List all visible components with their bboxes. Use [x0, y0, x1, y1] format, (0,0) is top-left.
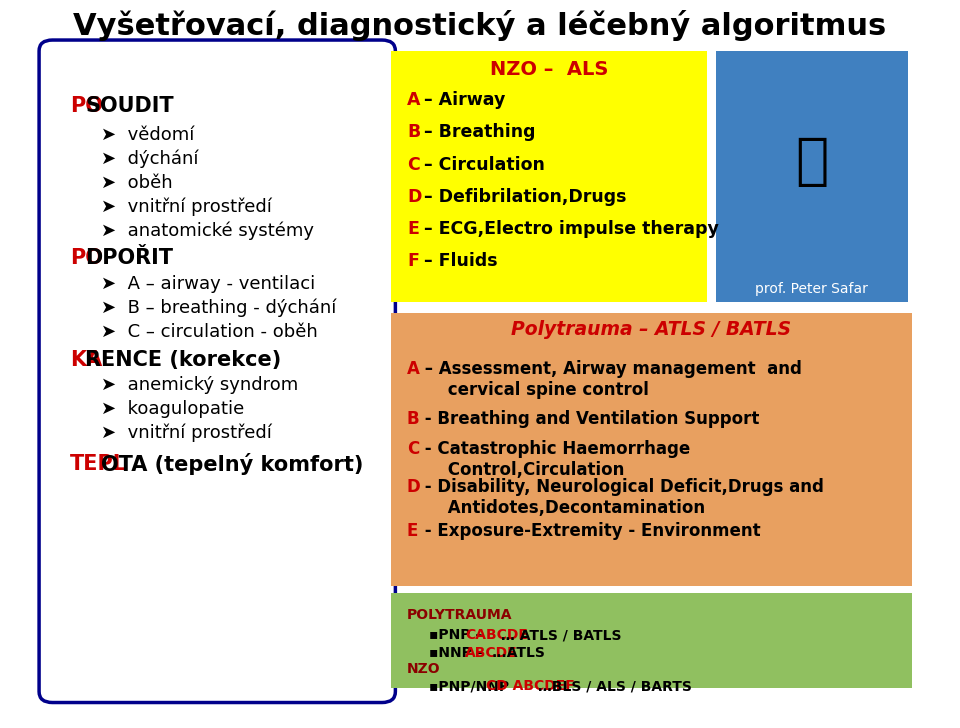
- Text: ➤  oběh: ➤ oběh: [102, 174, 173, 191]
- Text: – Assessment, Airway management  and
     cervical spine control: – Assessment, Airway management and cerv…: [419, 360, 802, 399]
- Text: CABCDE: CABCDE: [466, 628, 528, 642]
- Text: ➤  B – breathing - dýchání: ➤ B – breathing - dýchání: [102, 298, 337, 317]
- Text: RENCE (korekce): RENCE (korekce): [85, 349, 281, 370]
- Text: NZO –  ALS: NZO – ALS: [490, 60, 609, 79]
- Text: ➤  C – circulation - oběh: ➤ C – circulation - oběh: [102, 323, 318, 341]
- Text: ➤  A – airway - ventilaci: ➤ A – airway - ventilaci: [102, 275, 316, 293]
- FancyBboxPatch shape: [39, 40, 396, 703]
- Text: C: C: [407, 156, 420, 173]
- FancyBboxPatch shape: [716, 51, 907, 302]
- Text: – Defibrilation,Drugs: – Defibrilation,Drugs: [418, 188, 626, 205]
- Text: E: E: [407, 522, 419, 540]
- Text: prof. Peter Safar: prof. Peter Safar: [756, 282, 868, 296]
- Text: ➤  dýchání: ➤ dýchání: [102, 149, 199, 168]
- Text: - Breathing and Ventilation Support: - Breathing and Ventilation Support: [419, 410, 759, 428]
- Text: C: C: [407, 440, 420, 459]
- FancyBboxPatch shape: [391, 593, 912, 688]
- Text: A: A: [407, 360, 420, 379]
- Text: - Exposure-Extremity - Environment: - Exposure-Extremity - Environment: [419, 522, 760, 540]
- Text: SOUDIT: SOUDIT: [85, 95, 174, 116]
- Text: ...ATLS: ...ATLS: [492, 646, 545, 660]
- Text: ➤  vnitřní prostředí: ➤ vnitřní prostředí: [102, 424, 273, 443]
- Text: PO: PO: [70, 95, 103, 116]
- Text: PO: PO: [70, 248, 103, 269]
- Text: Vyšetřovací, diagnostický a léčebný algoritmus: Vyšetřovací, diagnostický a léčebný algo…: [73, 10, 887, 41]
- Text: KA: KA: [70, 349, 103, 370]
- Text: D: D: [407, 188, 421, 205]
- Text: B: B: [407, 124, 420, 141]
- Text: DPOŘIT: DPOŘIT: [85, 248, 174, 269]
- Text: F: F: [407, 252, 419, 269]
- Text: - Catastrophic Haemorrhage
     Control,Circulation: - Catastrophic Haemorrhage Control,Circu…: [419, 440, 690, 479]
- Text: – Airway: – Airway: [418, 92, 505, 109]
- Text: – ECG,Electro impulse therapy: – ECG,Electro impulse therapy: [418, 220, 718, 237]
- Text: 📷: 📷: [795, 135, 828, 189]
- Text: ▪PNP –: ▪PNP –: [429, 628, 488, 642]
- Text: A: A: [407, 92, 420, 109]
- Text: ABCDE: ABCDE: [466, 646, 518, 660]
- Text: OTA (tepelný komfort): OTA (tepelný komfort): [101, 454, 363, 475]
- Text: …BLS / ALS / BARTS: …BLS / ALS / BARTS: [533, 679, 691, 693]
- Text: ➤  anemický syndrom: ➤ anemický syndrom: [102, 376, 299, 394]
- Text: – Breathing: – Breathing: [418, 124, 535, 141]
- Text: D: D: [407, 478, 420, 496]
- Text: ➤  vědomí: ➤ vědomí: [102, 126, 195, 143]
- Text: B: B: [407, 410, 420, 428]
- Text: – Fluids: – Fluids: [418, 252, 497, 269]
- Text: ➤  koagulopatie: ➤ koagulopatie: [102, 400, 245, 418]
- FancyBboxPatch shape: [391, 51, 708, 302]
- Text: NZO: NZO: [407, 662, 441, 676]
- Text: ▪NNP –: ▪NNP –: [429, 646, 489, 660]
- Text: – Circulation: – Circulation: [418, 156, 544, 173]
- FancyBboxPatch shape: [391, 313, 912, 586]
- Text: CD ABCDEF: CD ABCDEF: [486, 679, 575, 693]
- Text: ➤  vnitřní prostředí: ➤ vnitřní prostředí: [102, 197, 273, 216]
- Text: - Disability, Neurological Deficit,Drugs and
     Antidotes,Decontamination: - Disability, Neurological Deficit,Drugs…: [419, 478, 824, 517]
- Text: Polytrauma – ATLS / BATLS: Polytrauma – ATLS / BATLS: [512, 320, 792, 339]
- Text: E: E: [407, 220, 419, 237]
- Text: … ATLS / BATLS: … ATLS / BATLS: [496, 628, 622, 642]
- Text: ➤  anatomické systémy: ➤ anatomické systémy: [102, 221, 315, 240]
- Text: ▪PNP/NNP –: ▪PNP/NNP –: [429, 679, 526, 693]
- Text: TEPL: TEPL: [70, 454, 128, 475]
- Text: POLYTRAUMA: POLYTRAUMA: [407, 608, 513, 622]
